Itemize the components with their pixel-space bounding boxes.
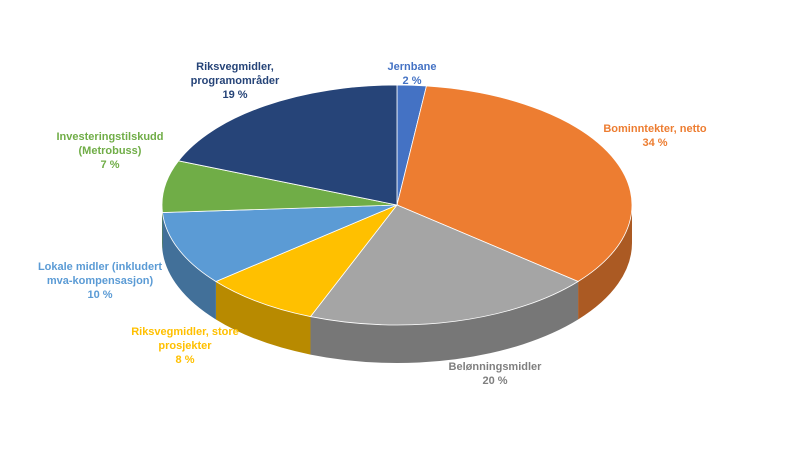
slice [177,84,398,206]
slice-side [578,205,632,320]
label-value: 2 % [402,75,422,87]
slice [215,204,399,318]
slice [396,85,633,282]
label-category: Riksvegmidler, programområder [190,61,280,87]
label-category: Belønningsmidler [448,361,542,373]
label-category: Jernbane [387,61,437,73]
label-value: 7 % [100,159,120,171]
slice [309,204,579,326]
label-value: 20 % [482,375,508,387]
label-category: Riksvegmidler, store prosjekter [131,326,239,352]
data-label: Lokale midler (inkludert mva-kompensasjo… [25,260,175,302]
data-label: Jernbane 2 % [352,60,472,88]
label-category: Bominntekter, netto [603,123,707,135]
label-value: 10 % [87,289,113,301]
slice [162,204,398,282]
label-category: Investeringstilskudd (Metrobuss) [56,131,164,157]
label-category: Lokale midler (inkludert mva-kompensasjo… [37,261,163,287]
data-label: Bominntekter, netto 34 % [595,122,715,150]
slice-side [162,212,216,320]
data-label: Riksvegmidler, programområder 19 % [170,60,300,102]
label-value: 19 % [222,89,248,101]
slice-side [215,281,311,355]
data-label: Belønningsmidler 20 % [425,360,565,388]
slice [161,160,398,213]
label-value: 34 % [642,137,668,149]
data-label: Investeringstilskudd (Metrobuss) 7 % [50,130,170,172]
data-label: Riksvegmidler, store prosjekter 8 % [120,325,250,367]
slice-side [310,281,579,363]
label-value: 8 % [175,354,195,366]
